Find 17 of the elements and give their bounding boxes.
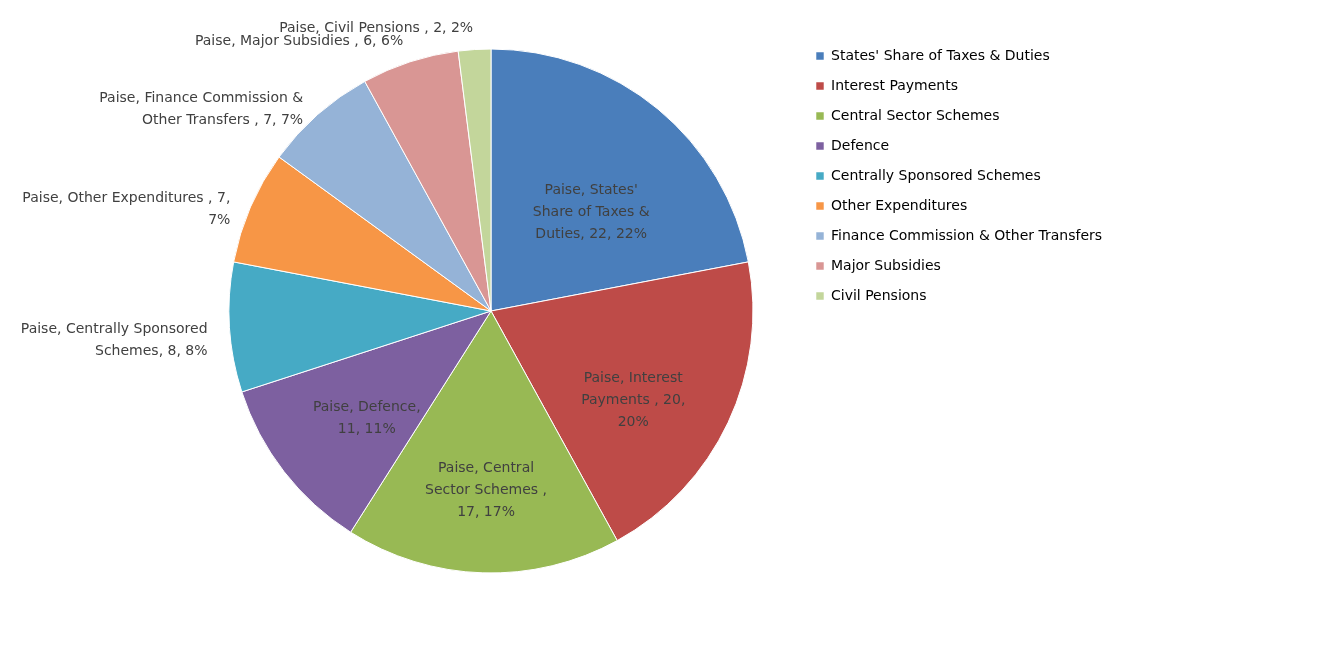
data-label: Paise, Civil Pensions , 2, 2% (279, 18, 474, 35)
legend-label: Other Expenditures (831, 197, 968, 213)
data-label: Paise, Central Sector Schemes , 17, 17% (425, 459, 548, 520)
legend-label: Interest Payments (831, 77, 958, 93)
data-label: Paise, Defence, 11, 11% (312, 398, 421, 437)
data-label: Paise, Centrally Sponsored Schemes, 8, 8% (20, 319, 208, 358)
legend-label: States' Share of Taxes & Duties (831, 47, 1050, 63)
legend-label: Centrally Sponsored Schemes (831, 167, 1041, 183)
legend-label: Finance Commission & Other Transfers (831, 227, 1103, 243)
data-label: Paise, Interest Payments , 20, 20% (581, 368, 686, 429)
legend-label: Major Subsidies (831, 257, 941, 273)
legend-label: Civil Pensions (831, 287, 927, 303)
legend-label: Defence (831, 137, 890, 153)
data-label: Paise, Other Expenditures , 7, 7% (22, 189, 231, 228)
legend-label: Central Sector Schemes (831, 107, 1000, 123)
data-label: Paise, States' Share of Taxes & Duties, 22, 22% (532, 180, 650, 241)
data-label: Paise, Finance Commission & Other Transfers , 7, 7% (99, 88, 304, 127)
